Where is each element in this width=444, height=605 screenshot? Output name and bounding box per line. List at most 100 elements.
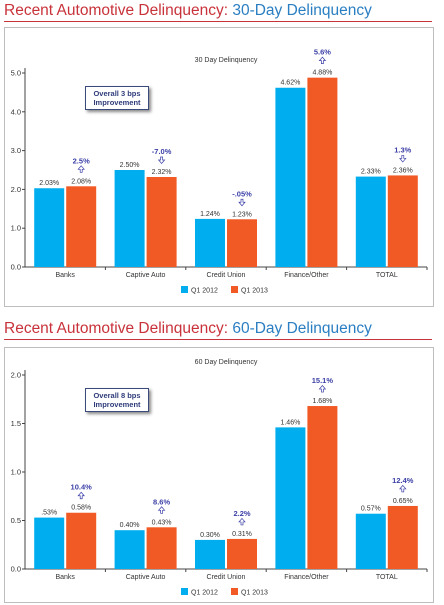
data-label: 1.23% [232, 211, 252, 218]
change-label: 2.2% [233, 509, 250, 518]
bar [195, 218, 225, 267]
category-label: TOTAL [376, 272, 398, 279]
bar [66, 512, 97, 569]
data-label: 0.65% [393, 498, 413, 505]
arrow-up-icon [77, 165, 85, 173]
category-label: Finance/Other [284, 272, 329, 279]
bar [146, 176, 177, 267]
legend-label: Q1 2012 [191, 288, 218, 295]
legend-swatch [181, 286, 188, 293]
bar [146, 527, 177, 569]
change-label: 2.5% [73, 156, 90, 165]
change-label: 1.3% [394, 145, 411, 154]
section-title-60-day: Recent Automotive Delinquency: 60-Day De… [4, 320, 372, 338]
y-tick-label: 5.0 [11, 69, 21, 78]
data-label: 0.43% [152, 519, 172, 526]
legend-swatch [231, 286, 238, 293]
bar [114, 170, 145, 267]
y-tick-label: 0.5 [11, 516, 21, 525]
arrow-up-icon [399, 484, 407, 493]
arrow-up-icon [318, 56, 327, 65]
chart-panel-60-day: 60 Day Delinquency 0.0 0.5 1.0 1.5 2.0 .53% 0.5… [4, 347, 434, 603]
category-label: Credit Union [207, 272, 246, 279]
section-title-accent: 60-Day Delinquency [232, 320, 372, 337]
chart-title: 60 Day Delinquency [195, 359, 258, 366]
change-label: 12.4% [392, 476, 414, 485]
improvement-callout: Overall 8 bps Improvement [85, 388, 149, 412]
y-tick-label: 2.0 [11, 185, 21, 194]
change-label: 5.6% [314, 48, 331, 57]
data-label: 0.31% [232, 531, 252, 538]
title-rule [4, 339, 432, 340]
data-label: 2.08% [71, 178, 91, 185]
legend-swatch [231, 588, 238, 595]
y-tick-label: 4.0 [11, 107, 21, 116]
category-label: Banks [55, 574, 75, 581]
data-label: 1.24% [200, 211, 220, 218]
section-title-30-day: Recent Automotive Delinquency: 30-Day De… [4, 2, 372, 20]
category-label: Finance/Other [284, 574, 329, 581]
callout-line-1: Overall 8 bps [93, 391, 141, 400]
data-label: 4.88% [312, 70, 332, 77]
arrow-up-icon [238, 517, 246, 526]
arrow-up-icon [77, 491, 85, 500]
y-tick-label: 0.0 [11, 565, 21, 574]
legend-label: Q1 2013 [241, 590, 268, 597]
callout-line-1: Overall 3 bps [93, 89, 141, 98]
y-tick-label: 1.5 [11, 419, 21, 428]
chart-30-day: 30 Day Delinquency 0.0 1.0 2.0 3.0 4.0 5.0 2.03… [11, 48, 428, 295]
bar [387, 175, 418, 267]
bar [66, 186, 97, 267]
bar [355, 176, 386, 267]
legend-label: Q1 2012 [191, 590, 218, 597]
bar [275, 427, 306, 569]
category-label: Captive Auto [126, 574, 166, 581]
data-label: 2.50% [120, 162, 140, 169]
data-label: 2.03% [39, 180, 59, 187]
data-label: 4.62% [280, 80, 300, 87]
section-title-main: Recent Automotive Delinquency: [4, 320, 233, 337]
legend-swatch [181, 588, 188, 595]
bar [307, 77, 338, 267]
arrow-down-icon [399, 155, 407, 163]
data-label: 0.30% [200, 532, 220, 539]
y-tick-label: 1.0 [11, 224, 21, 233]
arrow-down-icon [157, 156, 166, 165]
data-label: 0.58% [71, 505, 91, 512]
chart-title: 30 Day Delinquency [195, 57, 258, 64]
chart-60-day: 60 Day Delinquency 0.0 0.5 1.0 1.5 2.0 .53% 0.5… [11, 359, 428, 597]
bar [114, 530, 145, 569]
arrow-down-icon [238, 198, 246, 207]
bar [195, 539, 225, 569]
title-rule [4, 21, 432, 22]
bar [307, 406, 338, 569]
data-label: 0.57% [361, 506, 381, 513]
category-label: Captive Auto [126, 272, 166, 279]
data-label: 1.68% [312, 398, 332, 405]
bar [275, 87, 306, 267]
data-label: 2.32% [152, 169, 172, 176]
change-label: 8.6% [153, 497, 170, 506]
change-label: -.05% [232, 189, 252, 198]
bar [387, 505, 418, 569]
arrow-up-icon [157, 506, 166, 514]
change-label: 10.4% [71, 483, 93, 492]
bar [227, 219, 257, 267]
chart-panel-30-day: 30 Day Delinquency 0.0 1.0 2.0 3.0 4.0 5.0 2.03… [4, 27, 434, 307]
bar [34, 188, 65, 267]
data-label: 0.40% [120, 522, 140, 529]
callout-line-2: Improvement [93, 98, 141, 107]
category-label: Banks [55, 272, 75, 279]
section-title-main: Recent Automotive Delinquency: [4, 2, 233, 19]
data-label: 2.36% [393, 167, 413, 174]
section-title-accent: 30-Day Delinquency [232, 2, 372, 19]
change-label: -7.0% [152, 147, 172, 156]
callout-line-2: Improvement [93, 400, 141, 409]
bar [34, 517, 65, 569]
bar [355, 513, 386, 569]
data-label: 1.46% [280, 419, 300, 426]
y-tick-label: 2.0 [11, 371, 21, 380]
bar [227, 538, 257, 569]
category-label: Credit Union [207, 574, 246, 581]
y-tick-label: 3.0 [11, 146, 21, 155]
